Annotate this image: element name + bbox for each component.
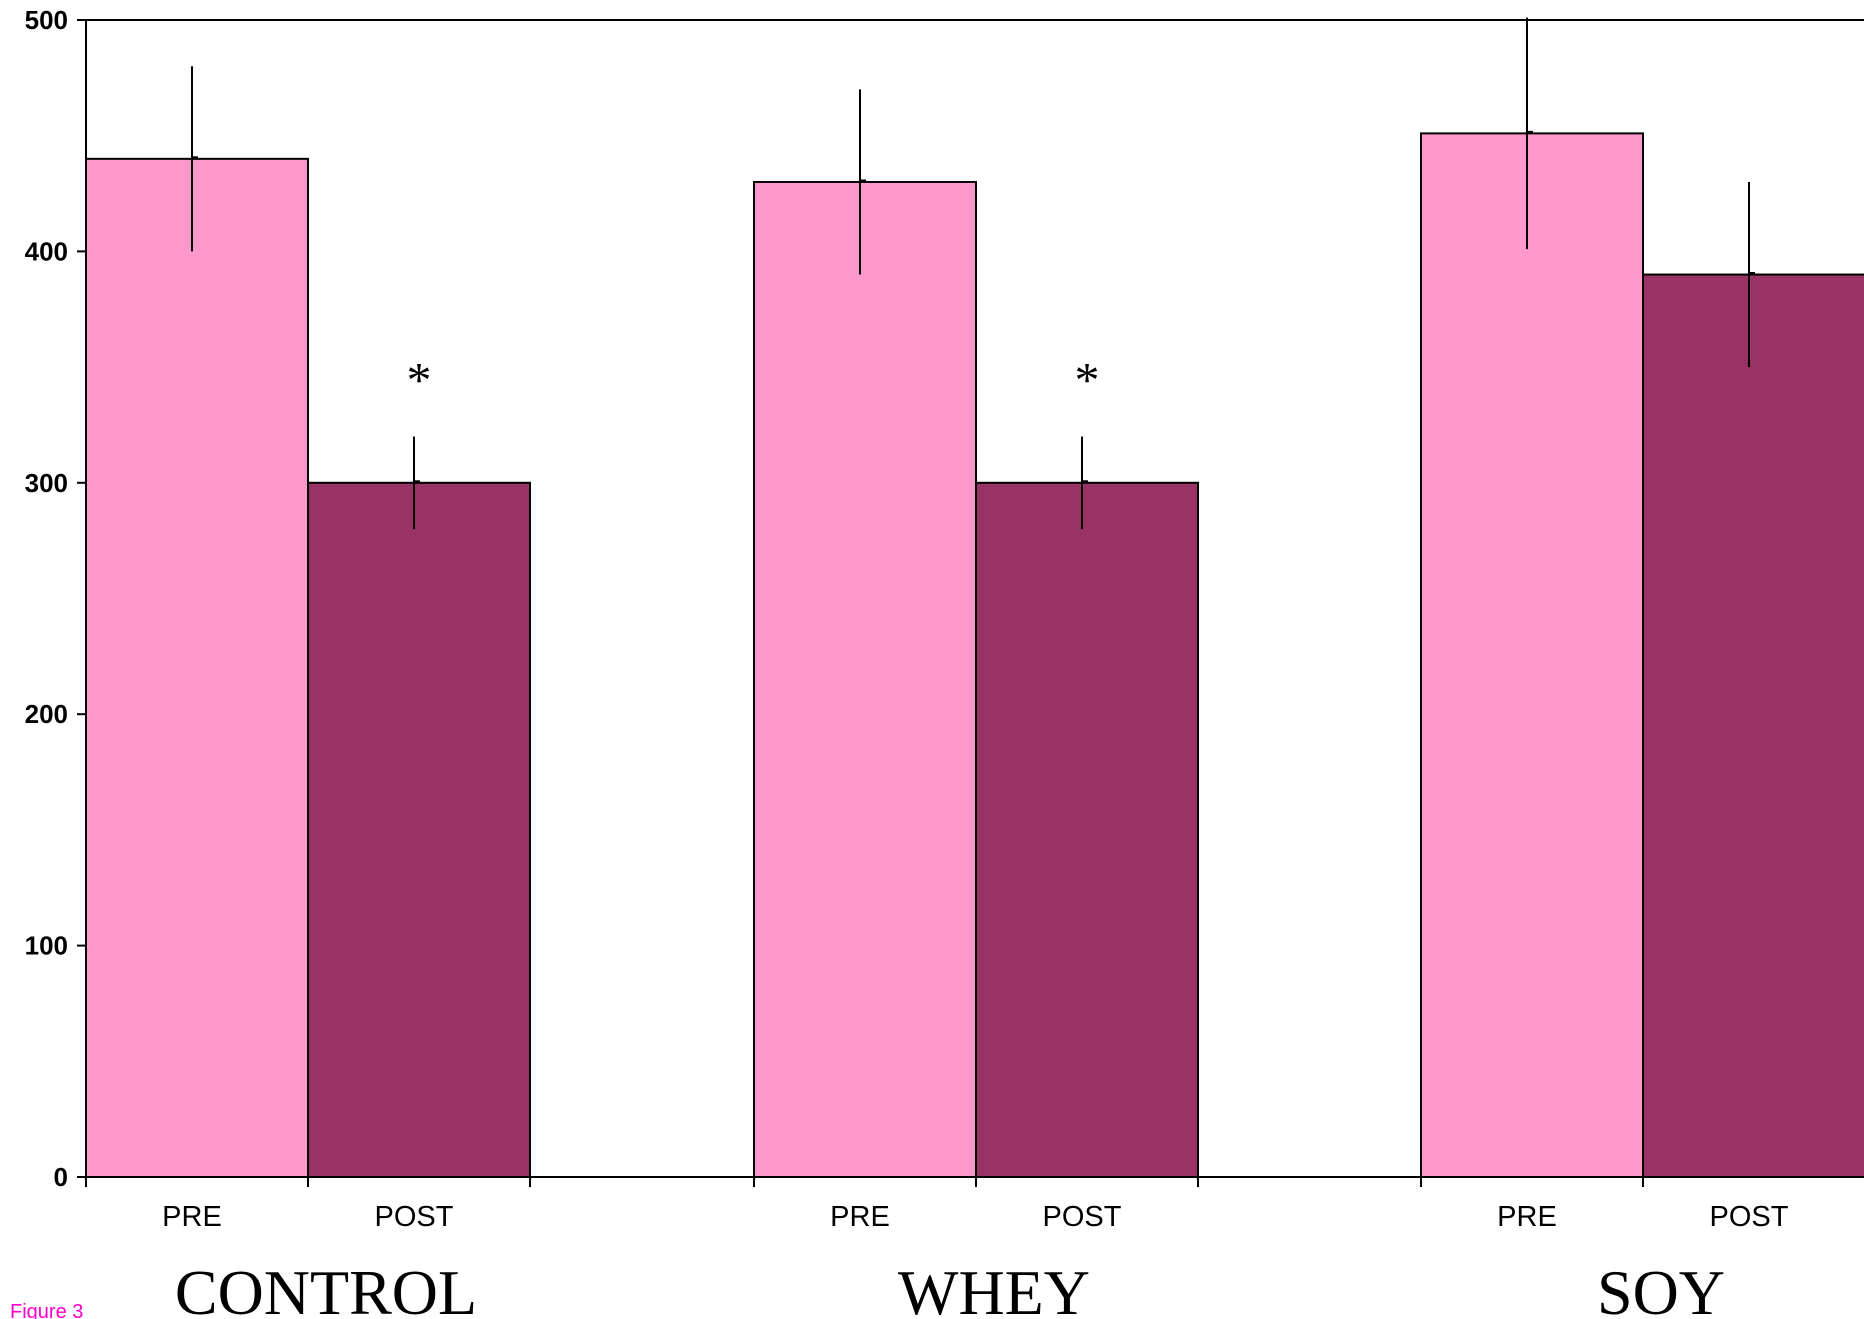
group-label-soy: SOY (1597, 1257, 1725, 1319)
group-label-control: CONTROL (175, 1257, 477, 1319)
significance-marker: * (407, 352, 432, 408)
bar-soy-post (1642, 273, 1864, 1179)
x-category-label: PRE (830, 1201, 890, 1233)
y-tick-label: 0 (54, 1162, 68, 1192)
x-category-label: PRE (162, 1201, 222, 1233)
significance-marker: * (1075, 352, 1100, 408)
y-tick-label: 500 (25, 5, 68, 35)
x-category-label: POST (1710, 1201, 1789, 1233)
bar-soy-pre (1420, 132, 1644, 1179)
x-category-label: POST (375, 1201, 454, 1233)
group-label-whey: WHEY (898, 1257, 1090, 1319)
bar-whey-post (975, 481, 1199, 1178)
x-category-label: POST (1043, 1201, 1122, 1233)
error-bars-layer (191, 17, 1755, 530)
y-tick-label: 400 (25, 236, 68, 266)
y-tick-label: 300 (25, 468, 68, 498)
bar-control-pre (85, 157, 309, 1178)
bar-control-post (307, 481, 531, 1178)
figure-label: Figure 3 (10, 1301, 83, 1319)
x-ticks-layer (85, 1177, 1644, 1187)
y-ticks-layer: 0 100 200 300 400 500 (25, 5, 86, 1192)
y-tick-label: 200 (25, 699, 68, 729)
bars-layer (85, 132, 1864, 1179)
y-tick-label: 100 (25, 931, 68, 961)
bar-whey-pre (753, 180, 977, 1179)
x-category-label: PRE (1497, 1201, 1557, 1233)
